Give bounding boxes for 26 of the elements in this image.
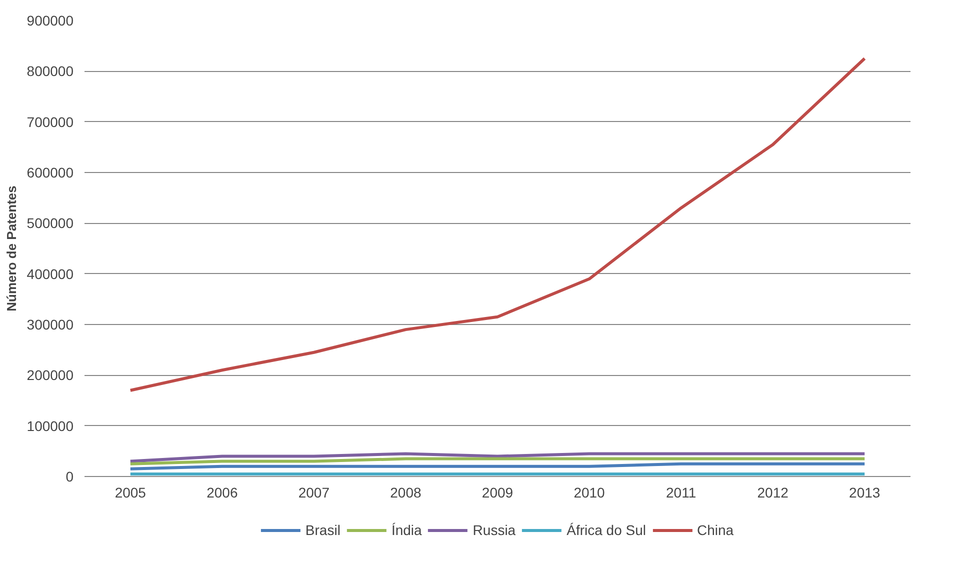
legend-label: Brasil xyxy=(305,522,340,538)
y-tick-label: 400000 xyxy=(26,266,74,282)
legend-label: China xyxy=(696,522,734,538)
x-tick-label: 2010 xyxy=(574,484,606,500)
x-tick-label: 2006 xyxy=(206,484,238,500)
line-series xyxy=(128,57,866,392)
y-tick-label: 900000 xyxy=(26,12,74,28)
x-tick-label: 2012 xyxy=(757,484,789,500)
x-tick-label: 2009 xyxy=(482,484,514,500)
y-tick-label: 500000 xyxy=(26,215,74,232)
y-tick-label: 100000 xyxy=(26,418,74,434)
x-tick-label: 2011 xyxy=(666,484,696,500)
legend-label: Russia xyxy=(472,522,516,538)
y-tick-label: 700000 xyxy=(26,114,74,130)
legend-label: Índia xyxy=(391,522,422,538)
y-tick-label: 300000 xyxy=(26,316,74,332)
y-axis-title: Número de Patentes xyxy=(4,186,19,312)
x-tick-label: 2013 xyxy=(849,484,880,500)
y-tick-label: 200000 xyxy=(26,367,74,384)
y-tick-label: 600000 xyxy=(26,164,74,180)
x-tick-label: 2007 xyxy=(298,484,330,500)
x-tick-label: 2005 xyxy=(114,484,146,500)
x-tick-label: 2008 xyxy=(390,484,422,500)
legend-label: África do Sul xyxy=(566,522,646,538)
y-tick-label: 800000 xyxy=(26,63,74,80)
y-tick-label: 0 xyxy=(66,468,74,484)
